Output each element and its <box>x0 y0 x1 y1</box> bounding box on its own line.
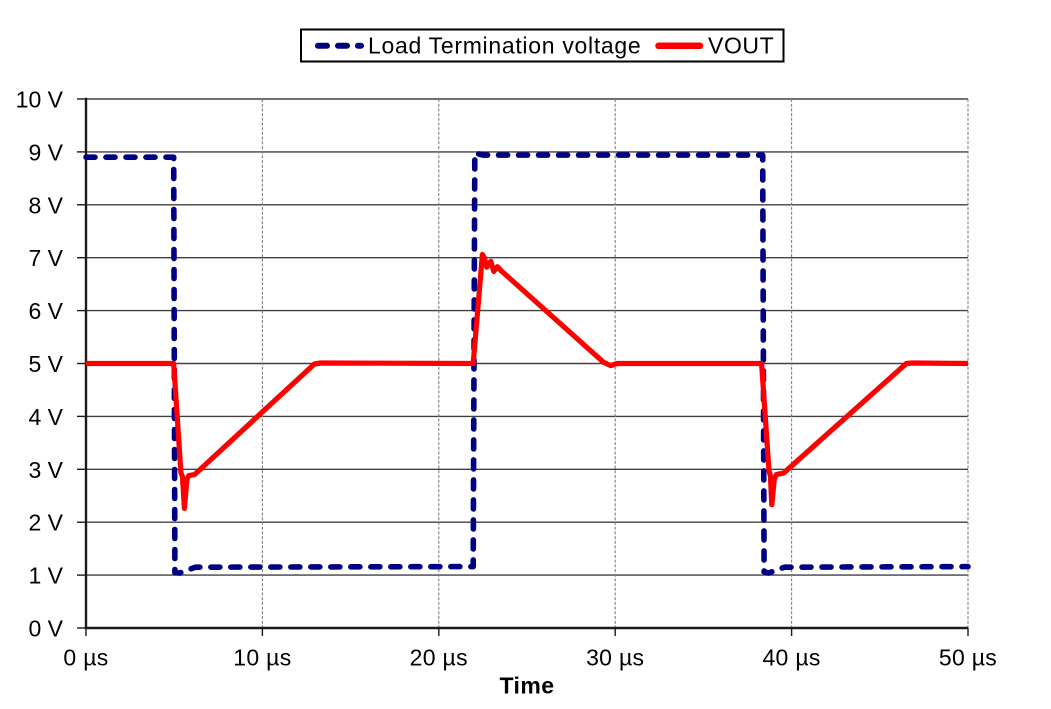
svg-text:1 V: 1 V <box>28 563 63 589</box>
svg-text:40 µs: 40 µs <box>762 645 820 671</box>
svg-text:Load Termination voltage: Load Termination voltage <box>368 33 641 59</box>
svg-text:10 V: 10 V <box>16 87 64 113</box>
svg-text:9 V: 9 V <box>28 139 63 165</box>
svg-text:20 µs: 20 µs <box>410 645 468 671</box>
svg-text:VOUT: VOUT <box>708 33 774 59</box>
svg-text:50 µs: 50 µs <box>939 645 997 671</box>
svg-text:4 V: 4 V <box>28 404 63 430</box>
svg-text:0 µs: 0 µs <box>63 645 108 671</box>
svg-text:0 V: 0 V <box>28 616 63 642</box>
svg-text:2 V: 2 V <box>28 510 63 536</box>
svg-text:10 µs: 10 µs <box>233 645 291 671</box>
svg-text:3 V: 3 V <box>28 457 63 483</box>
svg-text:5 V: 5 V <box>28 351 63 377</box>
svg-text:7 V: 7 V <box>28 245 63 271</box>
svg-text:30 µs: 30 µs <box>586 645 644 671</box>
svg-text:6 V: 6 V <box>28 298 63 324</box>
svg-text:Time: Time <box>499 673 554 699</box>
svg-text:8 V: 8 V <box>28 192 63 218</box>
